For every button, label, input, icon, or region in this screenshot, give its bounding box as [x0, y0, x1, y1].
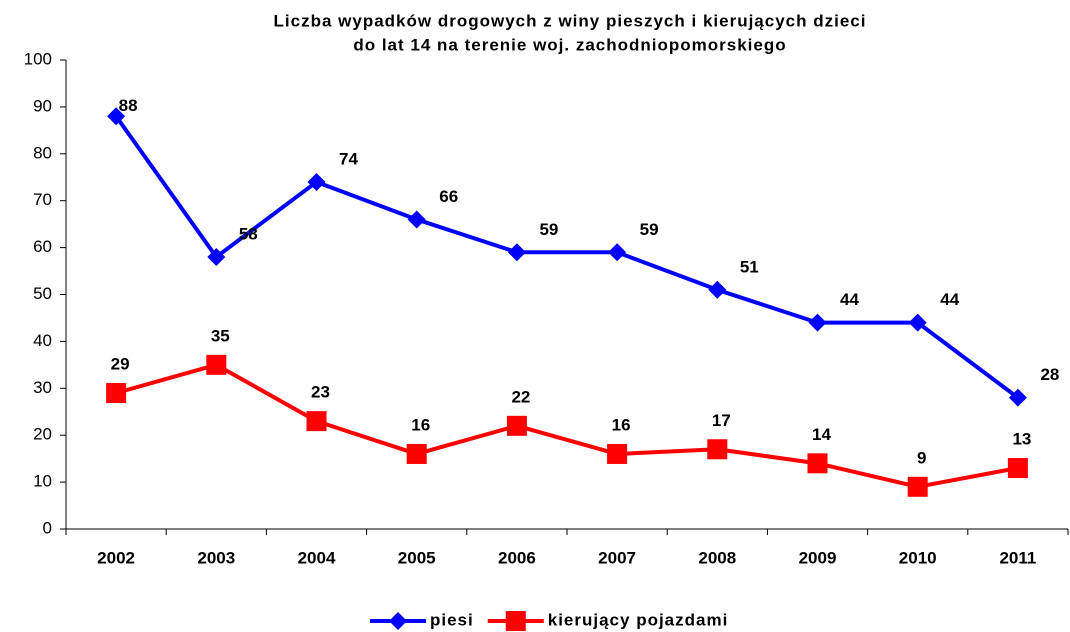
data-label: 14 — [812, 425, 831, 444]
data-label: 29 — [111, 354, 130, 373]
x-tick-label: 2006 — [498, 548, 536, 567]
y-tick-label: 60 — [33, 237, 52, 256]
data-label: 59 — [640, 220, 659, 239]
series-line — [114, 115, 1020, 400]
data-label: 22 — [511, 387, 530, 406]
data-label: 13 — [1012, 430, 1031, 449]
point — [907, 476, 928, 497]
data-label: 44 — [840, 290, 859, 309]
data-label: 35 — [211, 326, 230, 345]
y-tick-label: 20 — [33, 425, 52, 444]
point — [707, 439, 728, 460]
point — [406, 443, 427, 464]
point — [106, 382, 127, 403]
data-label: 66 — [439, 187, 458, 206]
point — [507, 243, 526, 262]
y-tick-label: 90 — [33, 96, 52, 115]
series-line — [115, 362, 1019, 489]
x-tick-label: 2009 — [799, 548, 837, 567]
point — [608, 243, 627, 262]
chart-title: do lat 14 na terenie woj. zachodniopomor… — [353, 35, 786, 54]
point — [306, 411, 327, 432]
x-tick-label: 2002 — [97, 548, 135, 567]
data-label: 16 — [411, 415, 430, 434]
point — [107, 107, 126, 126]
point — [506, 415, 527, 436]
legend-label: piesi — [430, 610, 474, 629]
point — [207, 247, 226, 266]
data-label: 16 — [612, 415, 631, 434]
data-label: 17 — [712, 411, 731, 430]
data-label: 9 — [917, 448, 926, 467]
point — [1008, 388, 1027, 407]
x-tick-label: 2005 — [398, 548, 436, 567]
point — [808, 313, 827, 332]
y-tick-label: 10 — [33, 472, 52, 491]
legend-label: kierujący pojazdami — [548, 610, 729, 629]
x-tick-label: 2010 — [899, 548, 937, 567]
x-tick-label: 2004 — [298, 548, 336, 567]
point — [908, 313, 927, 332]
y-tick-label: 50 — [33, 284, 52, 303]
data-label: 88 — [119, 96, 138, 115]
y-tick-label: 100 — [24, 49, 52, 68]
x-tick-label: 2011 — [999, 548, 1036, 567]
y-tick-label: 0 — [43, 518, 52, 537]
data-label: 58 — [239, 224, 258, 243]
data-label: 59 — [539, 220, 558, 239]
y-tick-label: 30 — [33, 378, 52, 397]
legend-marker — [505, 611, 526, 631]
data-label: 51 — [740, 257, 759, 276]
y-tick-label: 40 — [33, 331, 52, 350]
x-tick-label: 2007 — [598, 548, 636, 567]
y-tick-label: 80 — [33, 143, 52, 162]
point — [307, 172, 326, 191]
x-tick-label: 2003 — [197, 548, 235, 567]
data-label: 28 — [1040, 365, 1059, 384]
legend-marker — [389, 612, 407, 630]
point — [708, 280, 727, 299]
point — [607, 443, 628, 464]
point — [1007, 458, 1028, 479]
point — [407, 210, 426, 229]
y-tick-label: 70 — [33, 190, 52, 209]
x-tick-label: 2008 — [698, 548, 736, 567]
point — [807, 453, 828, 474]
chart-title: Liczba wypadków drogowych z winy pieszyc… — [274, 11, 867, 30]
data-label: 44 — [940, 290, 959, 309]
point — [206, 354, 227, 375]
data-label: 74 — [339, 149, 358, 168]
data-label: 23 — [311, 383, 330, 402]
